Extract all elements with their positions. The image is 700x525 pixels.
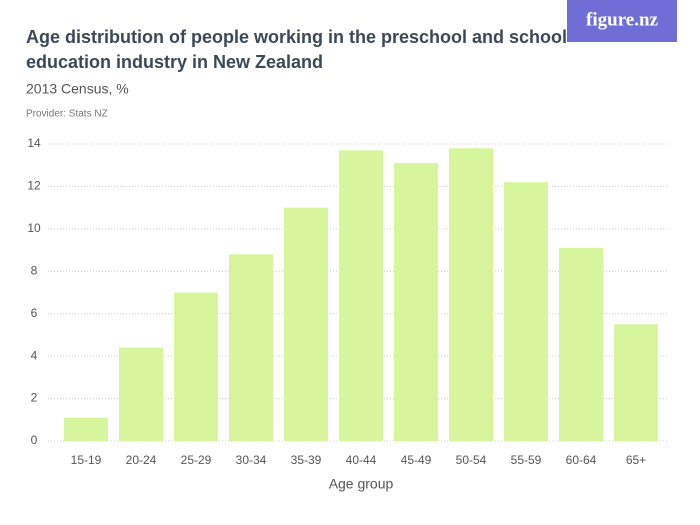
x-tick-label: 30-34: [236, 453, 267, 467]
bar: [559, 247, 603, 441]
y-tick-label: 6: [31, 306, 38, 320]
y-tick-label: 4: [31, 348, 38, 362]
chart-title: Age distribution of people working in th…: [26, 27, 567, 47]
bar: [284, 207, 328, 441]
x-tick-label: 60-64: [566, 453, 597, 467]
bar: [64, 417, 108, 441]
logo: figure.nz: [586, 9, 659, 30]
y-tick-label: 12: [27, 179, 41, 193]
x-tick-label: 20-24: [126, 453, 157, 467]
bar: [504, 182, 548, 441]
x-tick-label: 55-59: [511, 453, 542, 467]
y-tick-label: 8: [31, 263, 38, 277]
logo-box: [567, 0, 677, 42]
bar: [174, 292, 218, 441]
bar: [119, 347, 163, 441]
x-tick-label: 40-44: [346, 453, 377, 467]
bar: [449, 148, 493, 441]
x-tick-label: 45-49: [401, 453, 432, 467]
x-tick-label: 35-39: [291, 453, 322, 467]
y-tick-label: 10: [27, 221, 41, 235]
chart-title: education industry in New Zealand: [26, 52, 323, 72]
y-tick-label: 2: [31, 391, 38, 405]
bar: [614, 324, 658, 441]
y-tick-label: 14: [27, 136, 41, 150]
bar: [229, 254, 273, 441]
bar: [394, 163, 438, 442]
x-tick-label: 65+: [626, 453, 646, 467]
bar: [339, 150, 383, 441]
x-axis-label: Age group: [329, 476, 394, 492]
x-tick-label: 50-54: [456, 453, 487, 467]
chart-subtitle: 2013 Census, %: [26, 81, 129, 97]
y-tick-label: 0: [31, 433, 38, 447]
x-tick-label: 25-29: [181, 453, 212, 467]
provider: Provider: Stats NZ: [26, 109, 108, 120]
x-tick-label: 15-19: [71, 453, 102, 467]
